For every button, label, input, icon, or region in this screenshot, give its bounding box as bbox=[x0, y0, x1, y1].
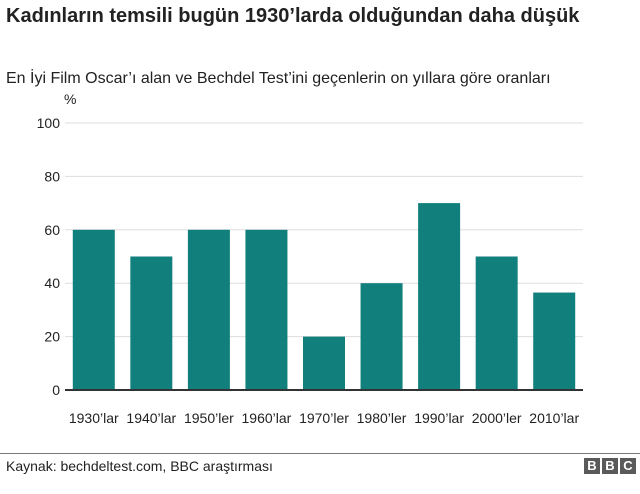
x-tick-label: 1940’lar bbox=[126, 410, 176, 426]
x-tick-label: 2000’ler bbox=[472, 410, 522, 426]
x-tick-label: 1950’ler bbox=[184, 410, 234, 426]
bar bbox=[245, 229, 288, 390]
bar bbox=[72, 229, 115, 390]
bar bbox=[360, 283, 403, 390]
x-tick-label: 1960’lar bbox=[242, 410, 292, 426]
x-tick-label: 1980’ler bbox=[357, 410, 407, 426]
chart-subtitle: En İyi Film Oscar’ı alan ve Bechdel Test… bbox=[6, 70, 551, 87]
y-tick-label: 100 bbox=[37, 115, 61, 131]
x-tick-label: 1990’lar bbox=[414, 410, 464, 426]
x-tick-label: 1970’ler bbox=[299, 410, 349, 426]
bar bbox=[475, 256, 518, 390]
bar bbox=[418, 203, 461, 390]
y-tick-label: 40 bbox=[44, 275, 60, 291]
bar bbox=[187, 229, 230, 390]
logo-letter: C bbox=[620, 458, 636, 474]
chart-title: Kadınların temsili bugün 1930’larda oldu… bbox=[6, 5, 580, 27]
bar-chart: 0 20 40 60 80 100 1930’lar 1940’lar 1950’ler 1960… bbox=[37, 115, 583, 426]
y-axis-unit: % bbox=[64, 91, 77, 107]
bbc-logo: B B C bbox=[584, 458, 636, 474]
source-note: Kaynak: bechdeltest.com, BBC araştırması bbox=[6, 458, 273, 474]
logo-letter: B bbox=[602, 458, 618, 474]
y-tick-label: 60 bbox=[44, 222, 60, 238]
x-tick-label: 2010’lar bbox=[529, 410, 579, 426]
y-tick-label: 20 bbox=[44, 329, 60, 345]
bar bbox=[533, 292, 576, 390]
y-tick-label: 0 bbox=[52, 382, 60, 398]
y-tick-label: 80 bbox=[44, 168, 60, 184]
bar bbox=[303, 336, 345, 390]
footer-divider bbox=[0, 453, 640, 454]
bar bbox=[130, 256, 173, 390]
logo-letter: B bbox=[584, 458, 600, 474]
x-tick-label: 1930’lar bbox=[69, 410, 119, 426]
